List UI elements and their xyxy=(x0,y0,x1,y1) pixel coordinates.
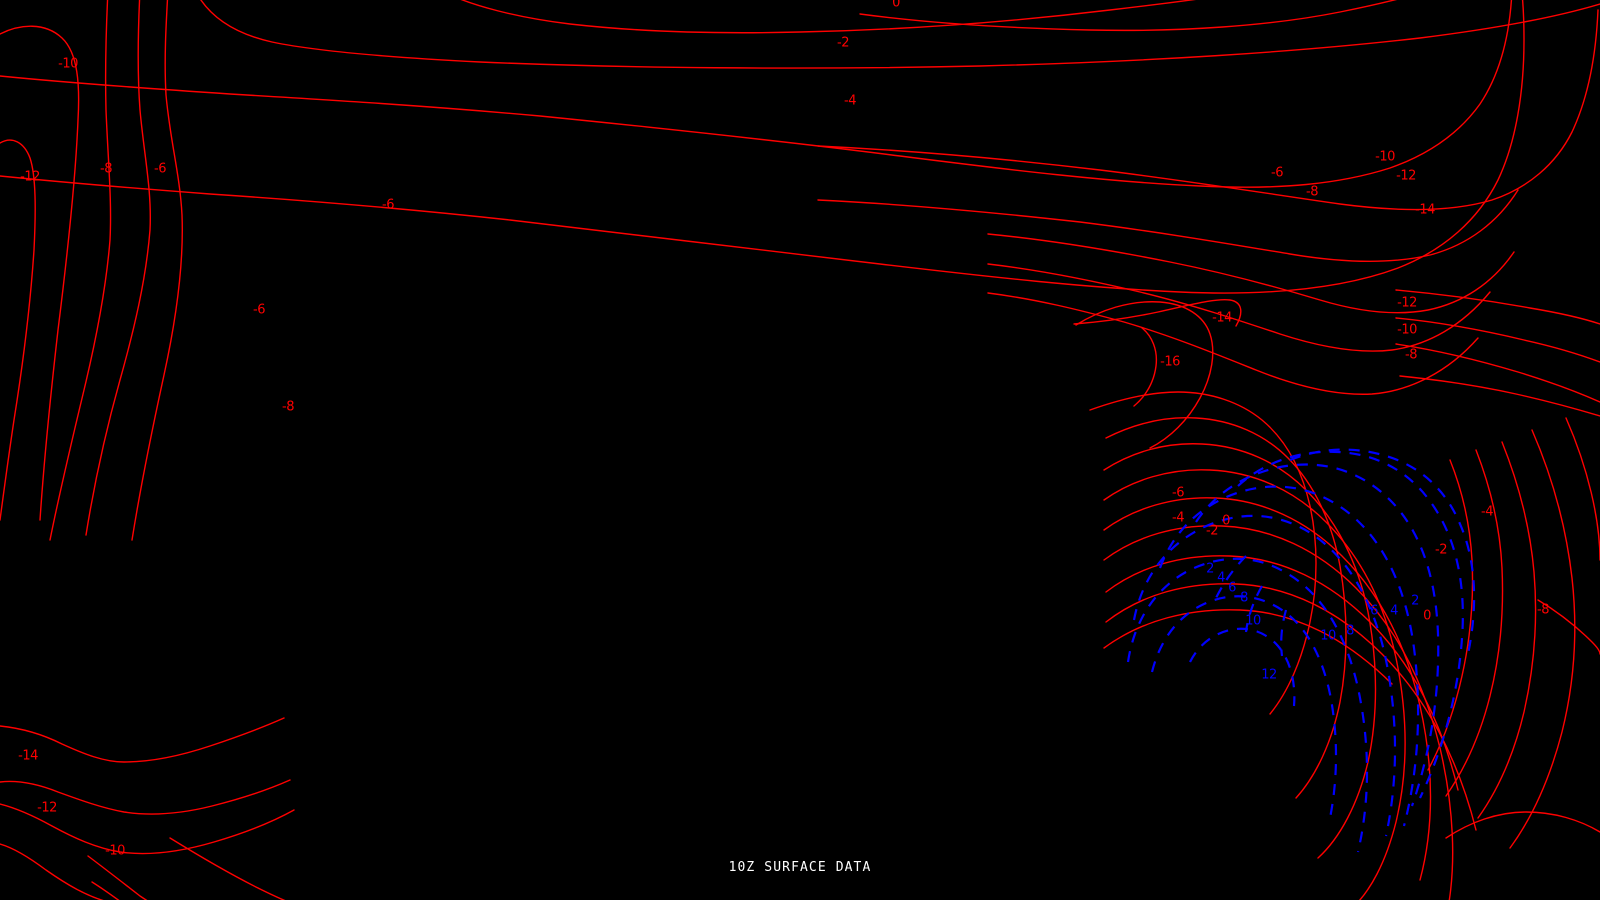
negative-contour-line xyxy=(49,0,112,541)
negative-contour-line xyxy=(817,9,1599,211)
negative-contour-line xyxy=(0,139,36,521)
negative-contour-line xyxy=(987,292,1479,395)
negative-contour-line xyxy=(987,233,1515,314)
negative-contour-line xyxy=(0,843,104,900)
negative-contour-line xyxy=(460,0,1196,34)
negative-contour-line xyxy=(987,263,1491,352)
negative-contour-line xyxy=(1445,449,1504,797)
negative-contour-line xyxy=(1103,497,1432,881)
negative-contour-line xyxy=(1509,429,1576,849)
positive-contour-line xyxy=(1126,557,1369,853)
negative-contour-line xyxy=(169,837,286,900)
negative-contour-line xyxy=(1477,441,1537,819)
negative-contour-line xyxy=(87,855,148,900)
positive-contour-line xyxy=(1289,448,1476,655)
positive-contour-line xyxy=(1237,450,1464,799)
negative-contour-line xyxy=(200,0,1600,69)
negative-contour-line xyxy=(0,779,291,815)
positive-contour-line xyxy=(1158,485,1420,827)
negative-contour-line xyxy=(1395,317,1600,363)
negative-contour-line xyxy=(0,0,1525,294)
negative-contour-line xyxy=(1445,811,1600,839)
negative-contour-line xyxy=(1105,416,1347,799)
negative-contour-line xyxy=(1133,327,1158,407)
positive-contour-line xyxy=(1215,555,1247,599)
negative-contour-line xyxy=(1103,525,1454,900)
negative-contour-line xyxy=(0,803,295,855)
positive-contour-line xyxy=(1244,585,1263,633)
negative-contour-line xyxy=(1103,469,1406,900)
negative-contour-line xyxy=(1537,599,1600,655)
positive-contour-line xyxy=(1280,609,1288,657)
negative-contour-line xyxy=(1395,343,1600,403)
negative-contour-line xyxy=(1075,301,1214,449)
negative-contour-line xyxy=(1565,417,1600,561)
negative-contour-line xyxy=(0,25,80,521)
positive-contour-group xyxy=(1126,448,1476,853)
negative-contour-line xyxy=(1103,609,1393,685)
negative-contour-line xyxy=(1089,391,1317,715)
negative-contour-line xyxy=(1399,375,1600,417)
negative-contour-line xyxy=(817,189,1519,262)
negative-contour-line xyxy=(1103,443,1377,859)
negative-contour-line xyxy=(131,0,183,541)
negative-contour-line xyxy=(0,717,285,763)
negative-contour-line xyxy=(0,0,1513,188)
positive-contour-line xyxy=(1132,514,1397,837)
negative-contour-line xyxy=(85,0,151,536)
positive-contour-line xyxy=(1195,463,1440,807)
negative-contour-line xyxy=(1395,289,1600,325)
page-title: 10Z SURFACE DATA xyxy=(728,860,872,875)
positive-contour-line xyxy=(1189,627,1296,707)
negative-contour-line xyxy=(859,0,1398,32)
negative-contour-line xyxy=(1105,555,1459,791)
positive-contour-line xyxy=(1150,595,1338,819)
negative-contour-line xyxy=(1073,298,1242,327)
negative-contour-line xyxy=(91,881,120,900)
